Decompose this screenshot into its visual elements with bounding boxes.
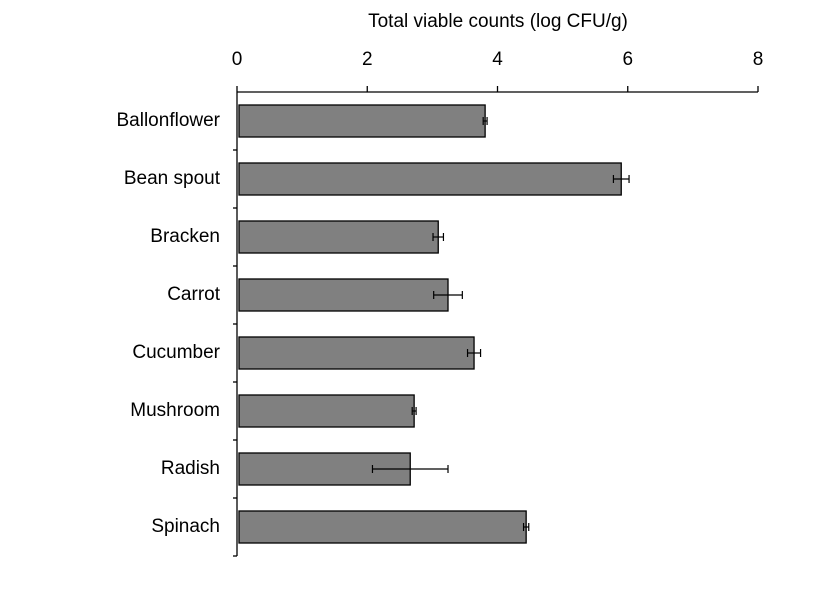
bar: [238, 510, 527, 544]
x-tick-label: 2: [362, 49, 373, 70]
bar: [238, 162, 622, 196]
error-bar: [432, 233, 445, 241]
error-bar: [522, 523, 530, 531]
y-tick-label: Bracken: [150, 226, 220, 247]
error-bar: [411, 407, 417, 415]
error-bar: [433, 291, 463, 299]
y-tick-label: Cucumber: [132, 342, 220, 363]
error-bar: [466, 349, 482, 357]
axis-title: Total viable counts (log CFU/g): [368, 11, 628, 32]
error-bar: [612, 175, 630, 183]
x-tick-label: 4: [492, 49, 503, 70]
y-tick-label: Radish: [161, 458, 220, 479]
bar: [238, 394, 415, 428]
y-tick-label: Ballonflower: [117, 110, 221, 131]
y-tick-label: Spinach: [151, 516, 220, 537]
error-bar: [482, 117, 488, 125]
bar: [238, 278, 449, 312]
x-tick-label: 8: [753, 49, 764, 70]
y-tick-label: Carrot: [167, 284, 221, 305]
bar: [238, 220, 439, 254]
y-tick-label: Bean spout: [124, 168, 221, 189]
error-bar: [371, 465, 449, 473]
x-tick-label: 0: [232, 49, 243, 70]
x-tick-label: 6: [622, 49, 633, 70]
bar: [238, 336, 475, 370]
y-tick-label: Mushroom: [130, 400, 220, 421]
bar: [238, 104, 486, 138]
